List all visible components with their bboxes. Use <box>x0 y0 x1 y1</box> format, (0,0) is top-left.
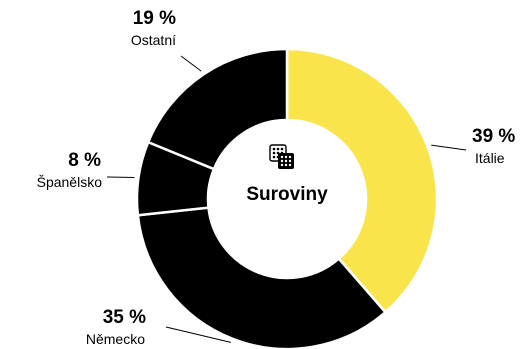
slice-label-spanelsko: Španělsko <box>37 174 103 190</box>
slice-ostatni <box>146 47 289 171</box>
slice-italie <box>285 47 439 314</box>
slice-value-nemecko: 35 % <box>103 307 146 328</box>
leader-line-spanelsko <box>106 176 135 179</box>
slices-group <box>135 47 439 349</box>
leader-line-italie <box>431 144 467 151</box>
slice-nemecko <box>136 206 387 349</box>
leader-lines <box>106 55 467 343</box>
slice-label-ostatni: Ostatní <box>131 32 176 48</box>
slice-label-italie: Itálie <box>475 150 505 166</box>
fabric-swatch-icon <box>269 144 294 169</box>
slice-label-nemecko: Německo <box>86 331 145 347</box>
slice-value-italie: 39 % <box>472 126 515 147</box>
slice-value-spanelsko: 8 % <box>68 150 101 171</box>
center-title: Suroviny <box>246 184 328 205</box>
leader-line-ostatni <box>180 55 202 72</box>
leader-line-nemecko <box>165 326 231 343</box>
slice-value-ostatni: 19 % <box>133 8 176 29</box>
